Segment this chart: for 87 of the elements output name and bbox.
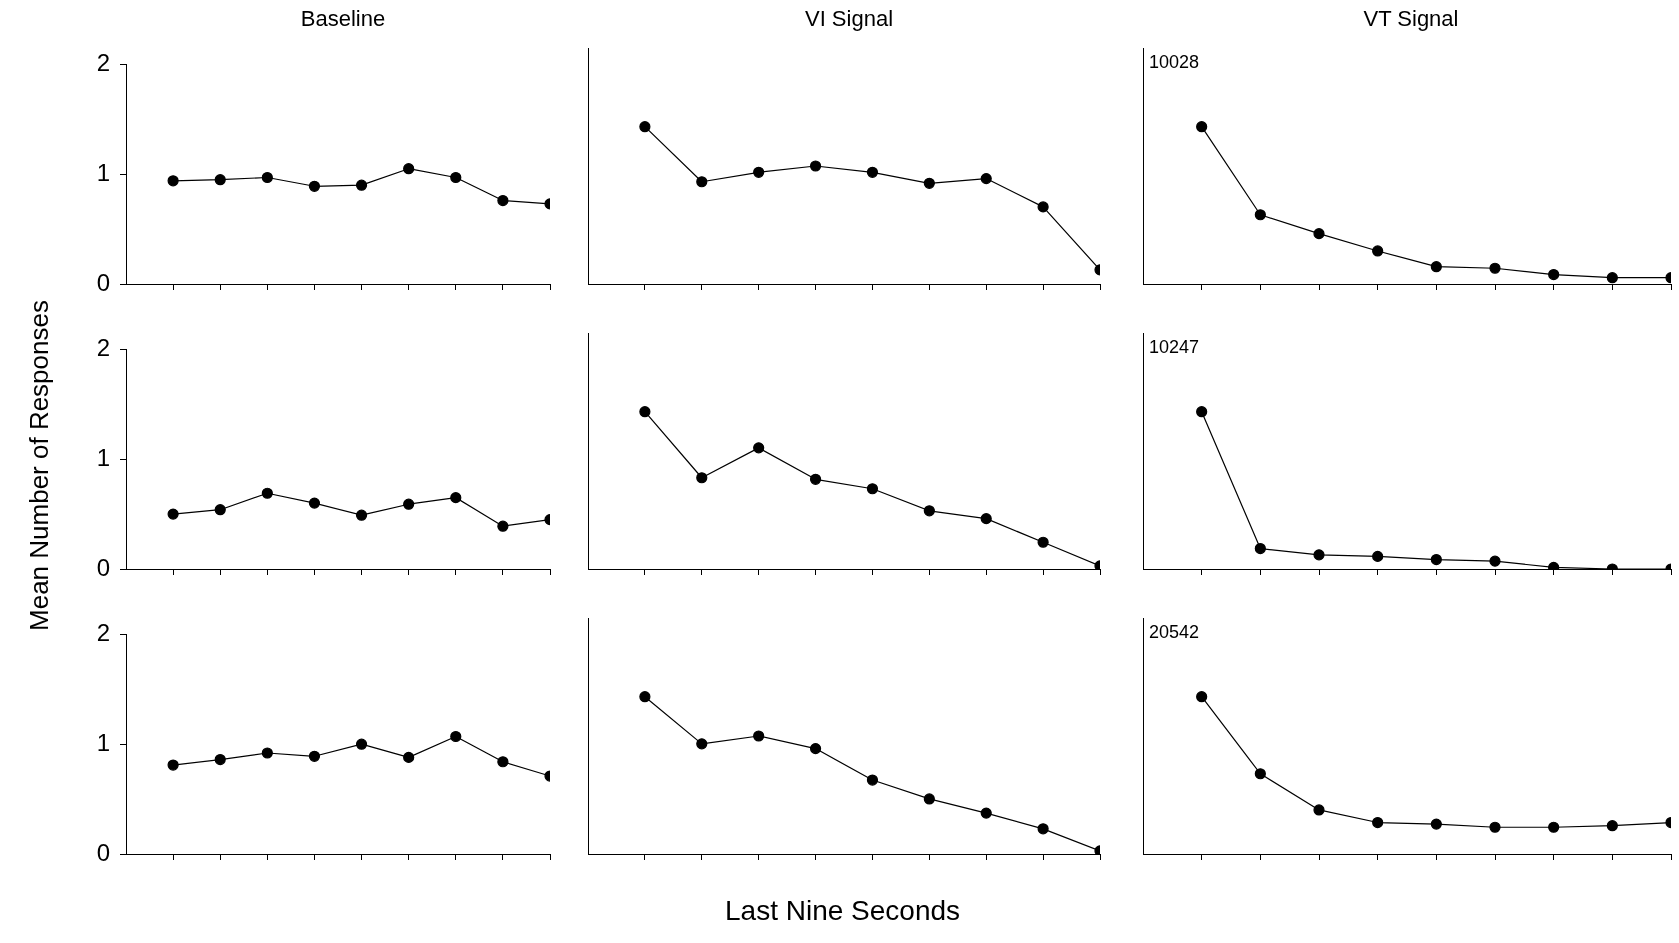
y-axis-title: Mean Number of Responses <box>23 299 55 631</box>
point <box>167 175 179 187</box>
point <box>639 121 651 133</box>
point <box>355 509 368 521</box>
chart-title: VT Signal <box>1362 6 1460 32</box>
point <box>167 759 179 771</box>
point <box>1254 768 1266 780</box>
point <box>1313 549 1325 561</box>
point <box>866 483 879 495</box>
y-tick-label: 1 <box>96 443 110 471</box>
text: 10247 <box>1149 336 1200 357</box>
point <box>1372 245 1384 257</box>
y-tick-label: 1 <box>96 728 110 756</box>
point <box>1372 816 1384 829</box>
point <box>639 406 651 418</box>
point <box>214 504 226 516</box>
point <box>1489 821 1501 833</box>
point <box>809 160 822 172</box>
point <box>261 747 273 759</box>
point <box>696 176 708 188</box>
point <box>1430 261 1442 273</box>
point <box>497 756 509 768</box>
point <box>866 166 879 178</box>
point <box>753 442 765 454</box>
point <box>1037 823 1049 835</box>
point <box>403 163 415 175</box>
point <box>980 807 992 819</box>
point <box>308 497 321 509</box>
point <box>214 174 226 186</box>
point <box>450 492 462 504</box>
point <box>1430 553 1442 566</box>
point <box>261 487 273 499</box>
y-tick-label: 0 <box>96 268 110 296</box>
point <box>497 520 509 532</box>
point <box>866 774 879 786</box>
x-axis-title: Last Nine Seconds <box>725 895 961 927</box>
point <box>403 751 415 763</box>
point <box>809 473 822 485</box>
point <box>450 730 462 743</box>
point <box>403 498 415 510</box>
point <box>308 750 321 762</box>
point <box>1313 228 1325 240</box>
text: 10028 <box>1149 51 1200 72</box>
point <box>497 194 509 207</box>
point <box>1313 804 1325 816</box>
point <box>923 177 935 189</box>
point <box>261 171 273 184</box>
y-tick-label: 2 <box>96 334 110 362</box>
point <box>1606 272 1618 284</box>
point <box>1037 201 1049 213</box>
point <box>1548 821 1560 833</box>
point <box>1254 209 1266 221</box>
point <box>355 179 368 191</box>
point <box>1372 550 1384 563</box>
y-tick-label: 2 <box>96 49 110 77</box>
point <box>214 753 226 766</box>
point <box>308 180 321 192</box>
point <box>1196 406 1208 418</box>
point <box>753 730 765 742</box>
point <box>923 505 935 517</box>
chart-title: Baseline <box>299 6 387 32</box>
point <box>1606 820 1618 832</box>
point <box>923 793 935 805</box>
y-tick-label: 0 <box>96 838 110 866</box>
point <box>696 472 708 484</box>
point <box>753 166 765 178</box>
y-tick-label: 0 <box>96 553 110 581</box>
point <box>355 738 368 750</box>
point <box>1430 818 1442 830</box>
point <box>1196 121 1208 133</box>
chart-title: VI Signal <box>803 6 895 32</box>
point <box>1489 262 1501 274</box>
point <box>1254 542 1266 555</box>
point <box>980 513 992 525</box>
point <box>450 171 462 184</box>
point <box>167 508 179 520</box>
point <box>809 742 822 755</box>
text: 20542 <box>1149 621 1200 642</box>
point <box>1548 268 1560 281</box>
point <box>1489 555 1501 567</box>
point <box>1196 691 1208 703</box>
point <box>696 738 708 750</box>
y-tick-label: 1 <box>96 158 110 186</box>
point <box>980 172 992 185</box>
y-tick-label: 2 <box>96 619 110 647</box>
point <box>1037 536 1049 548</box>
point <box>639 691 651 703</box>
